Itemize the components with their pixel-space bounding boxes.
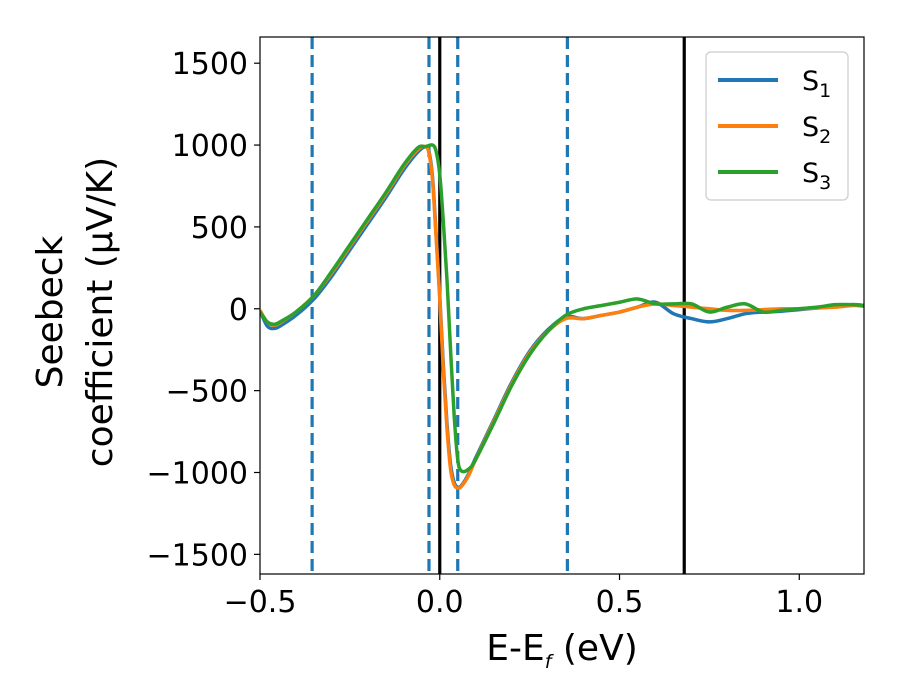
reference-lines	[310, 37, 686, 574]
y-tick-label: 500	[191, 211, 248, 246]
x-tick-label: 1.0	[775, 585, 823, 620]
x-tick-label: −0.5	[224, 585, 297, 620]
y-tick-label: 1500	[172, 47, 248, 82]
legend-label-s1: S1	[802, 66, 831, 102]
y-tick-label: 0	[229, 293, 248, 328]
y-axis-label-line2: coefficient (μV/K)	[80, 157, 121, 467]
plot-frame	[259, 36, 865, 575]
y-tick-label: 1000	[172, 129, 248, 164]
x-axis-label: E-Ef (eV)	[486, 628, 638, 673]
legend: S1 S2 S3	[705, 51, 849, 201]
y-axis: −1500 −1000 −500 0 500 1000 1500	[147, 47, 260, 573]
x-tick-label: 0.5	[596, 585, 644, 620]
y-tick-label: −500	[166, 375, 248, 410]
legend-label-s2: S2	[802, 112, 831, 148]
y-tick-label: −1500	[147, 538, 248, 573]
x-tick-label: 0.0	[416, 585, 464, 620]
y-axis-label-line1: Seebeck	[30, 235, 71, 388]
legend-label-s3: S3	[802, 158, 831, 194]
x-axis: −0.5 0.0 0.5 1.0	[224, 574, 823, 620]
series-line-s3	[260, 143, 864, 474]
y-tick-label: −1000	[147, 456, 248, 491]
series-lines	[260, 143, 864, 490]
